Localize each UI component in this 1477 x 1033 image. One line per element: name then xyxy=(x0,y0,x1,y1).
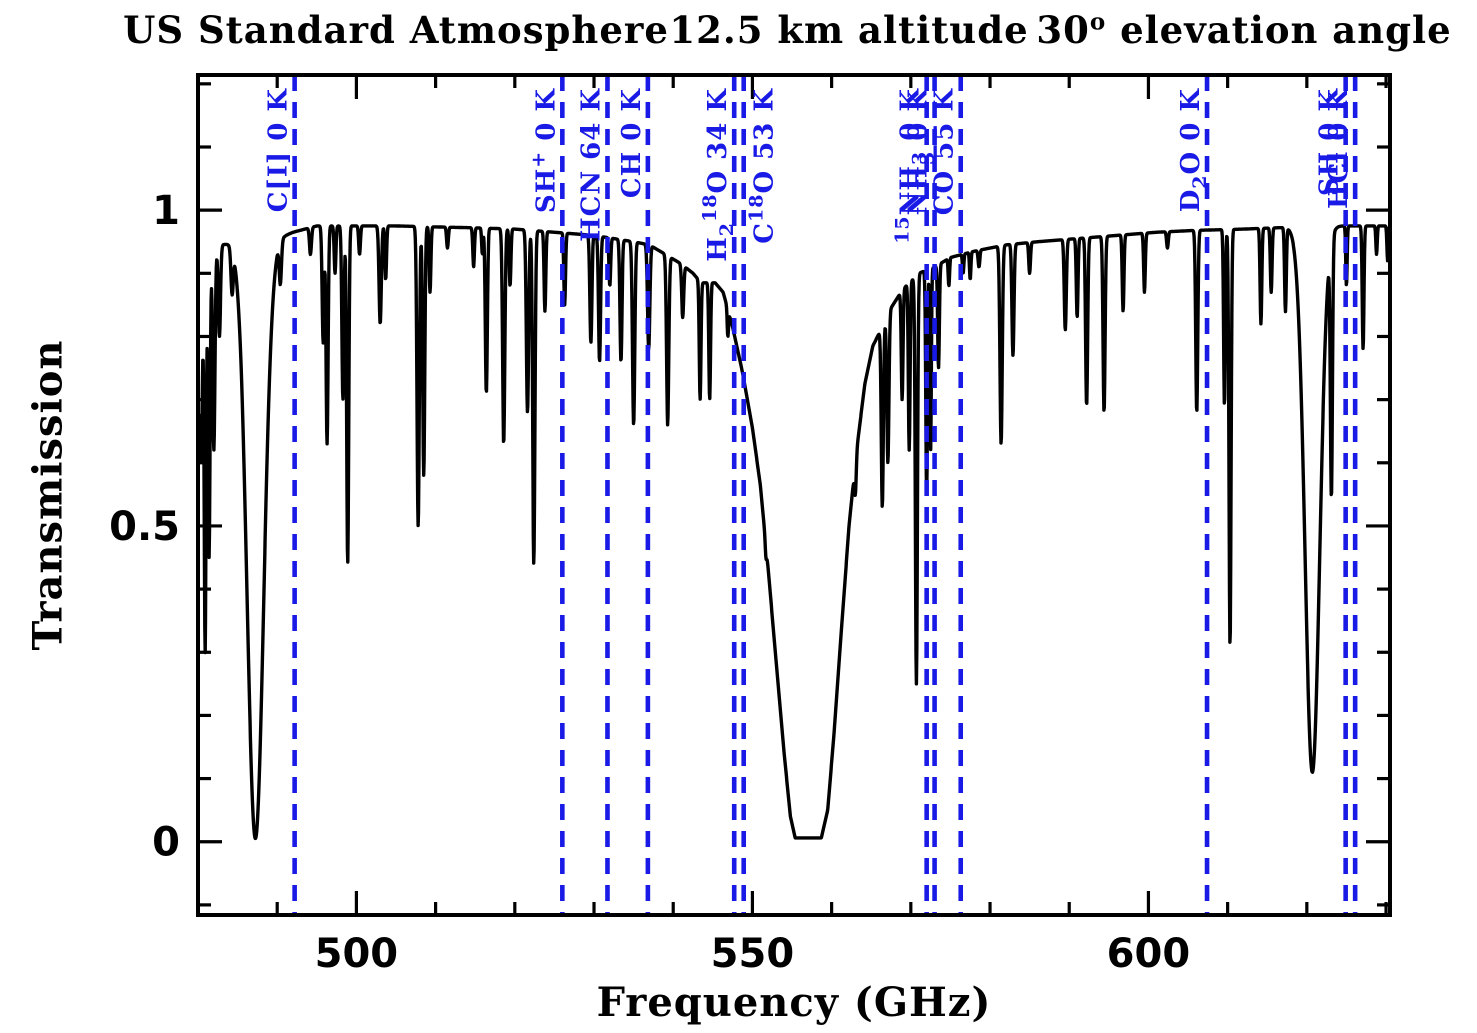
marker-label-15nh3: 15NH3 0 K xyxy=(892,88,931,244)
marker-label-ch: CH 0 K xyxy=(617,88,647,198)
marker-label-ci: C[I] 0 K xyxy=(264,88,294,213)
x-axis-label: Frequency (GHz) xyxy=(596,979,992,1026)
marker-label-hcl: HCl 0 K xyxy=(1324,88,1354,209)
marker-label-h2-18o: H218O 34 K xyxy=(699,88,738,262)
x-tick-label: 600 xyxy=(1107,931,1191,977)
plot-title-altitude: 12.5 km altitude xyxy=(669,8,1029,52)
axis-ticks xyxy=(196,75,1390,915)
spectral-line-markers xyxy=(292,75,1358,915)
plot-title-atmosphere: US Standard Atmosphere xyxy=(123,8,669,52)
plot-frame xyxy=(196,73,1392,917)
y-tick-label: 0.5 xyxy=(109,504,180,550)
transmission-spectrum-curve xyxy=(198,224,1390,841)
elevation-text: elevation angle xyxy=(1106,8,1452,52)
marker-label-hcn: HCN 64 K xyxy=(576,88,606,242)
y-tick-label: 1 xyxy=(152,188,180,234)
y-tick-label: 0 xyxy=(152,820,180,866)
plot-title-elevation: 30o elevation angle xyxy=(1036,8,1451,52)
marker-label-sh: SH 0 K xyxy=(1315,88,1345,197)
marker-label-nh3: NH3 0 K xyxy=(904,88,939,216)
x-tick-label: 550 xyxy=(711,931,795,977)
marker-label-c-18o: C18O 53 K xyxy=(746,88,780,244)
marker-label-d2o: D2O 0 K xyxy=(1176,88,1211,213)
x-tick-label: 500 xyxy=(315,931,399,977)
elevation-value: 30 xyxy=(1036,8,1090,52)
y-axis-label: Transmission xyxy=(24,339,72,651)
degree-symbol: o xyxy=(1089,8,1107,36)
marker-label-co: CO 55 K xyxy=(930,88,960,216)
marker-label-sh-plus: SH+ 0 K xyxy=(527,88,561,213)
